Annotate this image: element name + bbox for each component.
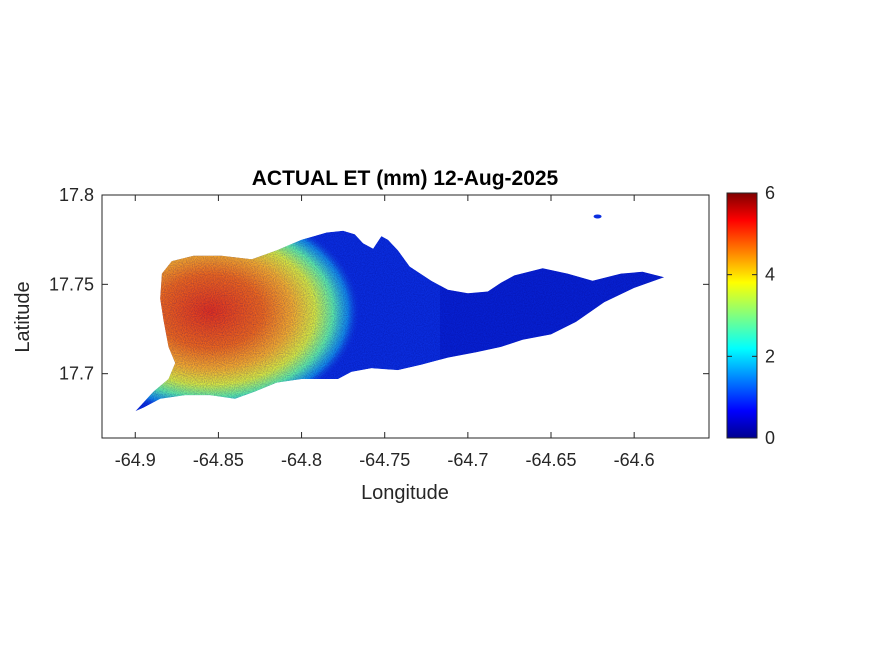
y-axis-label: Latitude [12, 281, 34, 352]
x-tick-label: -64.8 [281, 450, 322, 470]
colorbar-tick-label: 2 [765, 346, 775, 366]
chart-title: ACTUAL ET (mm) 12-Aug-2025 [252, 167, 559, 190]
x-tick-label: -64.65 [525, 450, 576, 470]
x-tick-label: -64.7 [447, 450, 488, 470]
x-tick-label: -64.6 [614, 450, 655, 470]
x-axis-ticks: -64.9 -64.85 -64.8 -64.75 -64.7 -64.65 -64.6 [115, 195, 655, 470]
colorbar-tick-label: 0 [765, 428, 775, 448]
x-tick-label: -64.85 [193, 450, 244, 470]
map-plot-area [101, 194, 710, 439]
y-tick-label: 17.8 [59, 185, 94, 205]
y-tick-label: 17.75 [49, 274, 94, 294]
axes-box [101, 194, 710, 439]
x-tick-label: -64.75 [359, 450, 410, 470]
x-axis-label: Longitude [361, 482, 449, 504]
colorbar-ticks: 0 2 4 6 [727, 183, 775, 448]
x-tick-label: -64.9 [115, 450, 156, 470]
y-tick-label: 17.7 [59, 364, 94, 384]
y-axis-ticks: 17.7 17.75 17.8 [49, 185, 709, 384]
colorbar-tick-label: 6 [765, 183, 775, 203]
colorbar-bar [726, 192, 758, 439]
small-islet [593, 214, 602, 219]
colorbar-tick-label: 4 [765, 265, 775, 285]
colorbar: 0 2 4 6 [726, 183, 775, 448]
